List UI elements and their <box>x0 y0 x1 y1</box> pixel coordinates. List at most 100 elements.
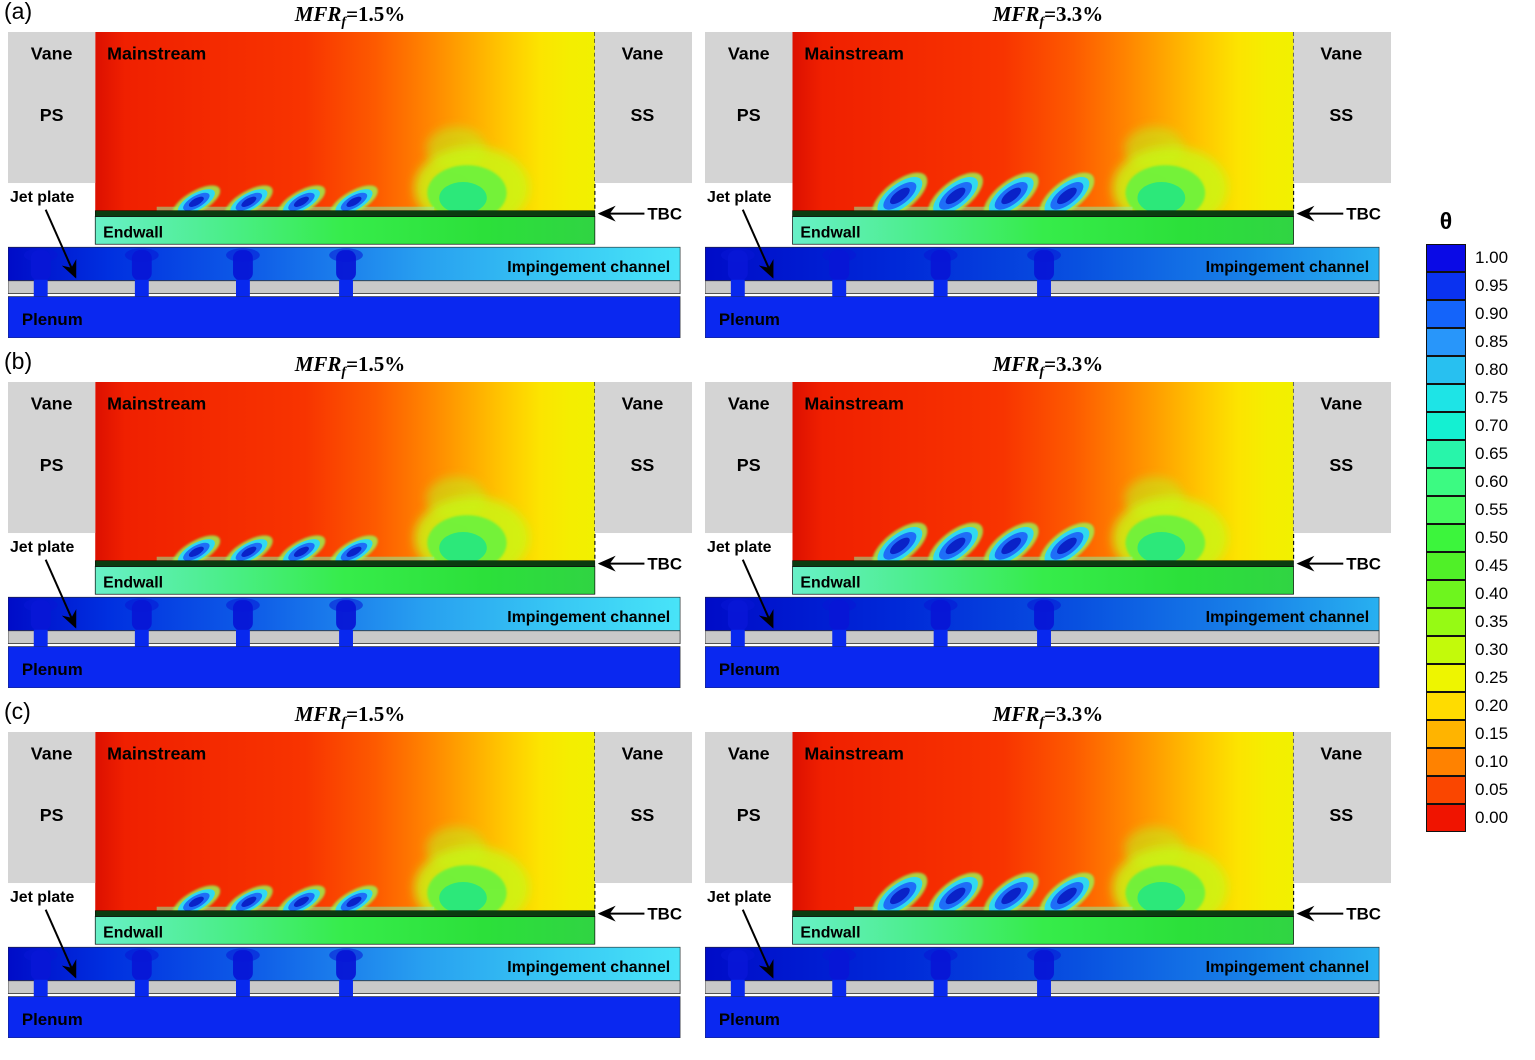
vane-ss-region <box>594 732 692 884</box>
film-cooling-jet <box>330 885 378 912</box>
impingement-channel-label: Impingement channel <box>1206 959 1369 976</box>
colorbar-tick-label: 0.15 <box>1475 724 1509 743</box>
colorbar-swatch <box>1426 243 1466 272</box>
vane-ss-region <box>1293 732 1391 884</box>
contour-plot: Vane PS Vane SS Mainstream Jet plate Endwall TB… <box>8 32 692 338</box>
row-label: (c) <box>4 698 31 724</box>
contour-panel: MFRf=1.5% Vane PS Vane SS Mainstream Jet plate… <box>8 350 692 688</box>
colorbar-tick-label: 0.25 <box>1475 668 1509 687</box>
jet-hole <box>730 979 745 997</box>
colorbar-tick-label: 0.70 <box>1475 416 1509 435</box>
impingement-jets <box>23 948 363 981</box>
colorbar-tick-label: 0.00 <box>1475 808 1509 827</box>
film-cooling-jet <box>330 535 378 562</box>
vane-ps-region <box>705 32 793 184</box>
jet-plate-arrow <box>44 909 77 979</box>
mainstream-label: Mainstream <box>107 744 206 764</box>
colorbar-entry: 0.55 <box>1426 495 1508 524</box>
jet-plate-label: Jet plate <box>10 889 74 906</box>
impingement-channel-label: Impingement channel <box>1206 609 1369 626</box>
figure-rows: (a) MFRf=1.5% Vane PS Vane SS Mainstream Jet pl… <box>4 0 1391 1038</box>
row-label: (b) <box>4 348 33 374</box>
colorbar-entry: 0.45 <box>1426 551 1509 580</box>
colorbar-entry: 0.90 <box>1426 299 1509 328</box>
tbc-layer <box>94 210 596 217</box>
colorbar-entry: 0.40 <box>1426 579 1508 608</box>
film-cooling-jet <box>277 885 326 912</box>
colorbar-swatch <box>1426 607 1466 636</box>
jet-hole <box>1037 979 1051 997</box>
panel-title: MFRf=3.3% <box>992 352 1104 381</box>
endwall-region <box>792 916 1294 945</box>
endwall-region <box>792 566 1294 595</box>
contour-panel: MFRf=3.3% Vane PS Vane SS Mainstream Jet plate… <box>705 350 1391 688</box>
plenum-region <box>8 996 681 1038</box>
plenum-label: Plenum <box>719 660 780 679</box>
colorbar-entry: 0.30 <box>1426 635 1508 664</box>
colorbar-swatch <box>1426 803 1466 832</box>
vane-label: Vane <box>1320 394 1362 414</box>
colorbar-entry: 0.35 <box>1426 607 1508 636</box>
mainstream-label: Mainstream <box>107 44 206 64</box>
tbc-layer <box>792 210 1294 217</box>
jet-plate-arrow <box>741 209 774 279</box>
film-cooling-jet <box>225 885 273 912</box>
panel-title: MFRf=1.5% <box>294 702 406 731</box>
ss-label: SS <box>1329 105 1353 125</box>
colorbar-swatch <box>1426 299 1466 328</box>
plenum-label: Plenum <box>719 1010 780 1029</box>
colorbar-swatch <box>1426 691 1466 720</box>
colorbar-tick-label: 0.65 <box>1475 444 1509 463</box>
film-cooling-jet <box>1039 872 1095 912</box>
endwall-label: Endwall <box>103 574 163 591</box>
colorbar-entry: 0.75 <box>1426 383 1509 412</box>
film-cooling-jet <box>225 185 273 212</box>
jet-hole <box>933 629 948 647</box>
plenum-region <box>705 296 1380 338</box>
plenum-region <box>8 296 681 338</box>
colorbar-swatch <box>1426 635 1466 664</box>
colorbar-swatch <box>1426 495 1466 524</box>
jet-hole <box>832 629 847 647</box>
colorbar-tick-label: 0.45 <box>1475 556 1509 575</box>
endwall-label: Endwall <box>800 224 860 241</box>
row-label: (a) <box>4 0 33 24</box>
colorbar-tick-label: 0.75 <box>1475 388 1509 407</box>
vane-label: Vane <box>31 44 73 64</box>
vane-label: Vane <box>31 394 73 414</box>
tbc-label: TBC <box>1346 555 1381 574</box>
colorbar-entry: 0.70 <box>1426 411 1509 440</box>
endwall-label: Endwall <box>800 924 860 941</box>
film-cooling-jet <box>872 522 928 562</box>
jet-plate-label: Jet plate <box>10 539 74 556</box>
colorbar-entry: 0.85 <box>1426 327 1508 356</box>
film-cooling-jet <box>983 172 1039 212</box>
colorbar-tick-label: 0.05 <box>1475 780 1509 799</box>
contour-panel: MFRf=3.3% Vane PS Vane SS Mainstream Jet plate… <box>705 700 1391 1038</box>
vane-ss-region <box>1293 382 1391 534</box>
ss-label: SS <box>631 805 655 825</box>
mainstream-label: Mainstream <box>804 44 903 64</box>
film-cooling-jet <box>225 535 273 562</box>
colorbar-entry: 0.05 <box>1426 775 1509 804</box>
vane-ps-region <box>8 382 96 534</box>
colorbar-tick-label: 1.00 <box>1475 248 1509 267</box>
colorbar-tick-label: 0.60 <box>1475 472 1509 491</box>
mainstream-label: Mainstream <box>804 394 903 414</box>
film-cooling-jet <box>172 185 221 212</box>
colorbar-tick-label: 0.90 <box>1475 304 1509 323</box>
contour-panel: MFRf=1.5% Vane PS Vane SS Mainstream Jet plate… <box>8 0 692 338</box>
endwall-region <box>792 216 1294 245</box>
film-cooling-jet <box>1039 172 1095 212</box>
impingement-jets <box>720 598 1061 631</box>
colorbar-tick-label: 0.50 <box>1475 528 1509 547</box>
jet-hole <box>730 629 745 647</box>
colorbar-tick-label: 0.95 <box>1475 276 1509 295</box>
film-cooling-jet <box>872 172 928 212</box>
impingement-channel-label: Impingement channel <box>1206 259 1369 276</box>
ps-label: PS <box>40 455 64 475</box>
colorbar-entry: 0.20 <box>1426 691 1508 720</box>
vane-ss-region <box>1293 32 1391 184</box>
plenum-label: Plenum <box>22 1010 83 1029</box>
jet-hole <box>832 979 847 997</box>
